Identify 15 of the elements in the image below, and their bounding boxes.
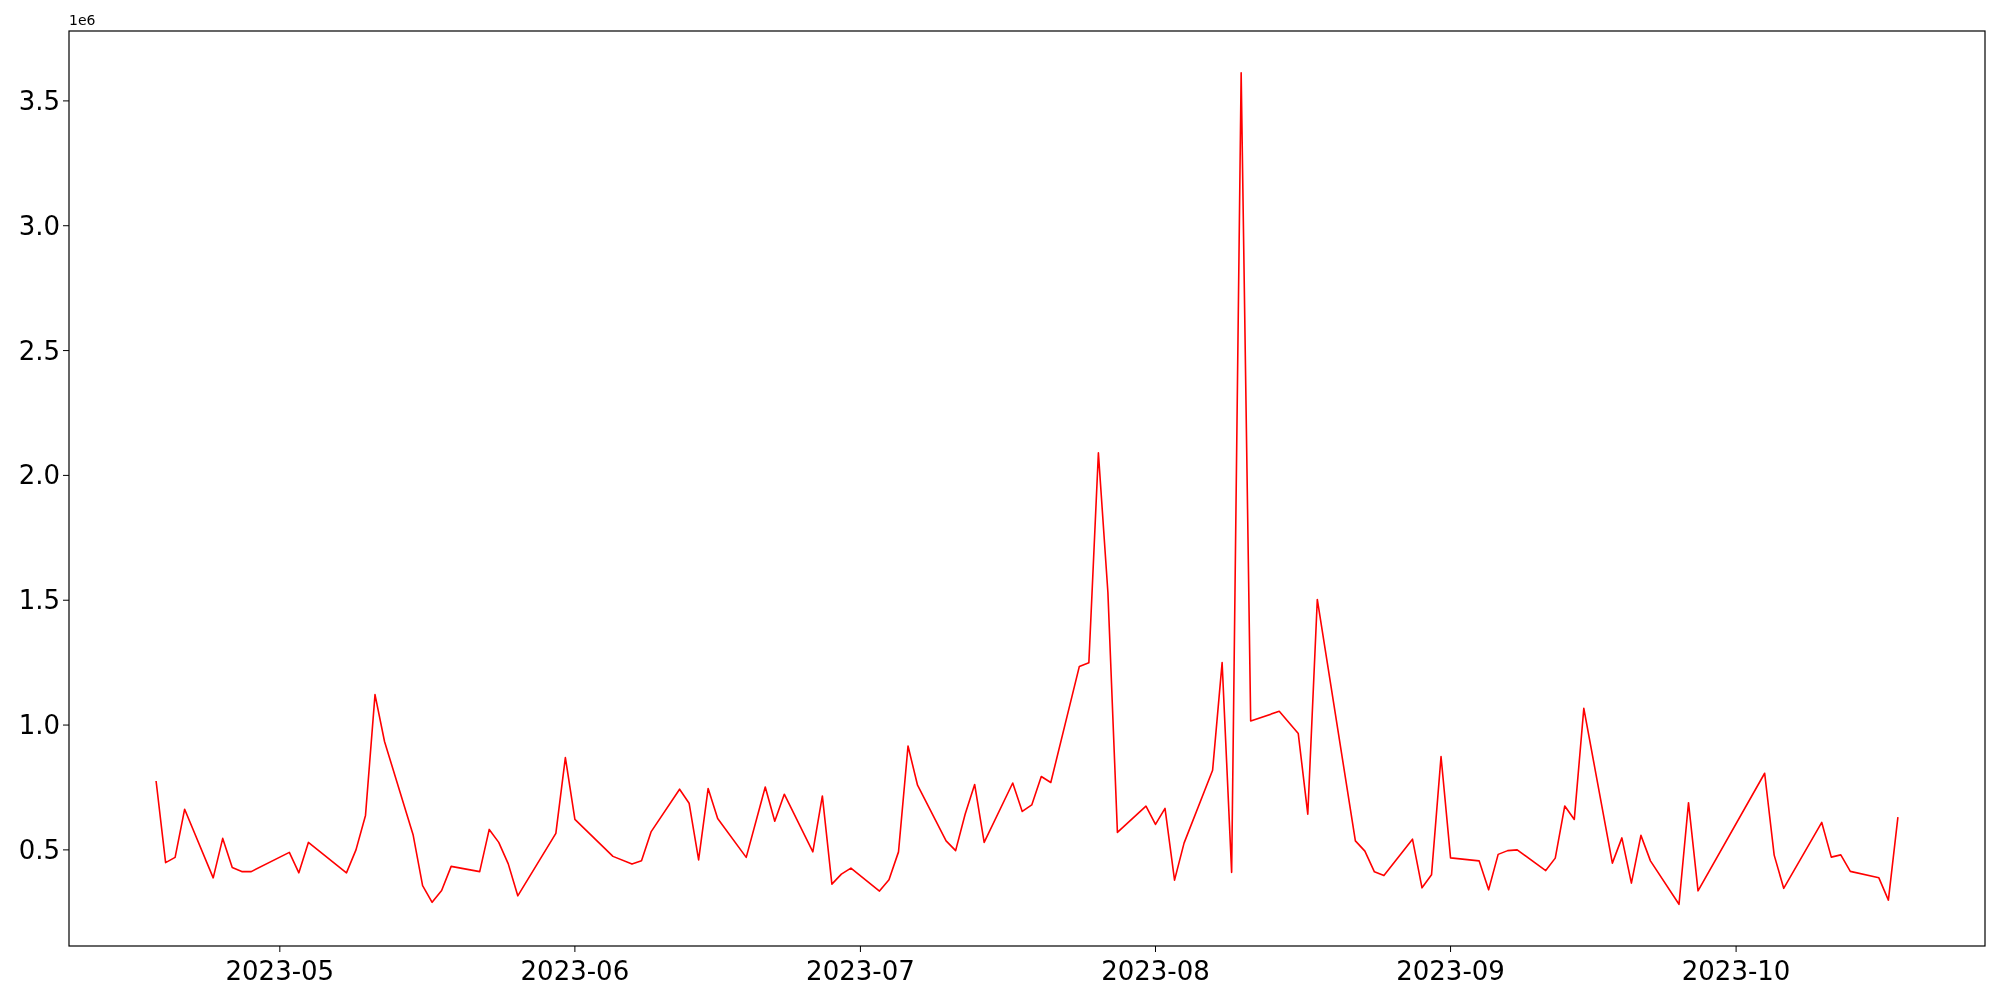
y-tick-label: 0.5 bbox=[18, 834, 60, 865]
line-series bbox=[155, 71, 1899, 906]
x-tick-label: 2023-10 bbox=[1681, 956, 1791, 986]
y-tick-label: 2.0 bbox=[18, 460, 60, 491]
x-tick-label: 2023-06 bbox=[520, 956, 630, 986]
x-tick-label: 2023-05 bbox=[225, 956, 335, 986]
text: 1e6 bbox=[69, 12, 96, 28]
y-tick-label: 1.0 bbox=[18, 710, 60, 741]
y-tick-label: 3.0 bbox=[18, 210, 60, 241]
y-tick-label: 2.5 bbox=[18, 335, 60, 366]
y-tick-label: 3.5 bbox=[18, 86, 60, 116]
x-tick-label: 2023-08 bbox=[1101, 956, 1210, 986]
y-tick-label: 1.5 bbox=[18, 585, 60, 616]
x-tick-label: 2023-07 bbox=[806, 956, 915, 986]
x-tick-label: 2023-09 bbox=[1396, 956, 1505, 986]
